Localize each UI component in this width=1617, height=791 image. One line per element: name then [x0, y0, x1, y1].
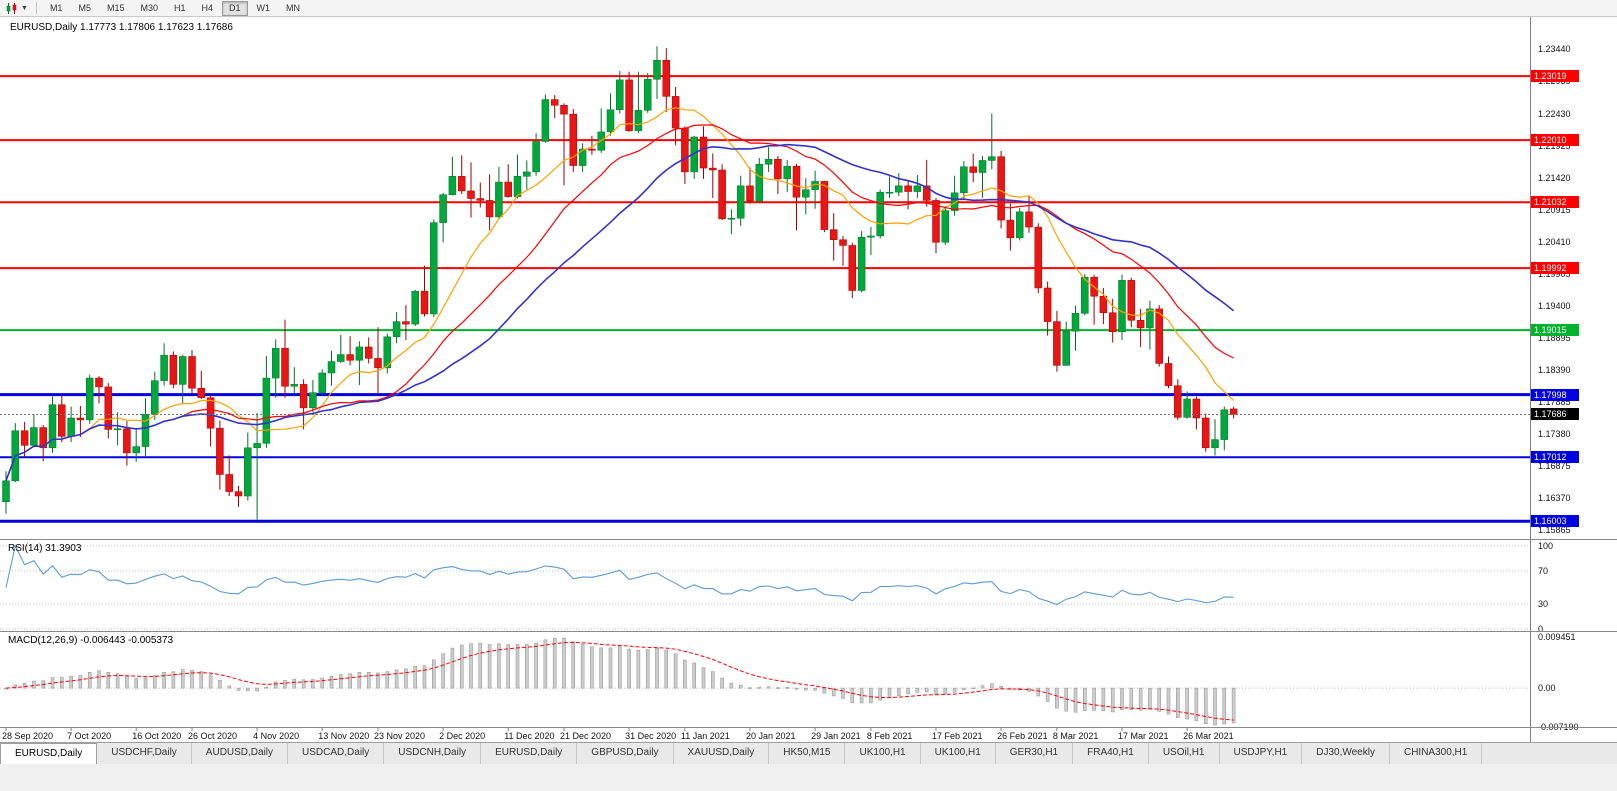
- price-tick-label: 1.15865: [1538, 524, 1571, 535]
- date-tick-label: 16 Oct 2020: [132, 731, 181, 741]
- timeframes-toolbar: ▼ M1 M5 M15 M30 H1 H4 D1 W1 MN: [0, 0, 1617, 17]
- rsi-tick-label: 30: [1538, 599, 1549, 610]
- date-tick-label: 20 Jan 2021: [746, 731, 796, 741]
- date-tick-label: 28 Sep 2020: [2, 731, 53, 741]
- ohlc-readout: EURUSD,Daily 1.17773 1.17806 1.17623 1.1…: [10, 22, 233, 33]
- date-tick-label: 11 Dec 2020: [504, 731, 554, 741]
- chart-tab-xauusd-daily[interactable]: XAUUSD,Daily: [674, 743, 770, 764]
- date-tick-label: 29 Jan 2021: [811, 731, 861, 741]
- price-tick-label: 1.18895: [1538, 332, 1571, 343]
- timeframe-buttons: M1 M5 M15 M30 H1 H4 D1 W1 MN: [42, 0, 308, 16]
- date-tick-label: 4 Nov 2020: [253, 731, 299, 741]
- level-price-badge: 1.17998: [1531, 388, 1579, 401]
- macd-signal-line: [5, 641, 1234, 721]
- price-tick-label: 1.17885: [1538, 396, 1571, 407]
- chart-type-icon[interactable]: [3, 2, 21, 15]
- chart-type-caret-icon[interactable]: ▼: [21, 4, 28, 12]
- price-tick-label: 1.20915: [1538, 204, 1571, 215]
- chart-tab-uk100-h1[interactable]: UK100,H1: [845, 743, 921, 764]
- price-tick-label: 1.22430: [1538, 108, 1571, 119]
- date-tick-label: 2 Dec 2020: [439, 731, 485, 741]
- rsi-tick-label: 0: [1538, 624, 1544, 634]
- rsi-macd-panel-divider[interactable]: [0, 631, 1617, 632]
- chart-tab-usdcad-daily[interactable]: USDCAD,Daily: [288, 743, 385, 764]
- chart-tab-ger30-h1[interactable]: GER30,H1: [996, 743, 1074, 764]
- date-tick-label: 23 Nov 2020: [374, 731, 425, 741]
- date-tick-label: 26 Feb 2021: [997, 731, 1048, 741]
- toolbar-separator: [35, 2, 37, 14]
- price-tick-label: 1.20410: [1538, 236, 1571, 247]
- ma-20-line: [5, 124, 1234, 482]
- bottom-filler: [0, 764, 1617, 791]
- level-price-badge: 1.23019: [1531, 70, 1579, 83]
- timeframe-button-mn[interactable]: MN: [286, 2, 301, 13]
- rsi-tick-label: 70: [1538, 565, 1549, 576]
- rsi-tick-label: 100: [1538, 541, 1554, 551]
- level-price-badge: 1.22010: [1531, 134, 1579, 147]
- price-tick-label: 1.19400: [1538, 300, 1571, 311]
- timeframe-button-m15[interactable]: M15: [106, 2, 125, 13]
- level-price-badge: 1.21032: [1531, 196, 1579, 209]
- chart-tab-eurusd-daily[interactable]: EURUSD,Daily: [0, 743, 98, 764]
- price-tick-label: 1.16370: [1538, 492, 1571, 503]
- rsi-line: [5, 544, 1234, 606]
- level-price-badge: 1.19015: [1531, 324, 1579, 337]
- price-tick-label: 1.21420: [1538, 172, 1571, 183]
- level-price-badge: 1.16003: [1531, 515, 1579, 528]
- main-rsi-panel-divider[interactable]: [0, 539, 1617, 540]
- level-price-badge: 1.19992: [1531, 262, 1579, 275]
- chart-tab-dj30-weekly[interactable]: DJ30,Weekly: [1302, 743, 1390, 764]
- price-tick-label: 1.18390: [1538, 364, 1571, 375]
- chart-tab-usdchf-daily[interactable]: USDCHF,Daily: [97, 743, 192, 764]
- price-tick-label: 1.17380: [1538, 428, 1571, 439]
- date-tick-label: 26 Oct 2020: [188, 731, 237, 741]
- timeframe-button-w1[interactable]: W1: [256, 2, 271, 13]
- date-tick-label: 26 Mar 2021: [1183, 731, 1234, 741]
- chart-tab-eurusd-daily[interactable]: EURUSD,Daily: [481, 743, 578, 764]
- timeframe-button-m30[interactable]: M30: [140, 2, 158, 13]
- date-tick-label: 13 Nov 2020: [318, 731, 369, 741]
- macd-indicator-label: MACD(12,26,9) -0.006443 -0.005373: [8, 635, 174, 646]
- timeframe-button-h1[interactable]: H1: [174, 2, 186, 13]
- candlestick-chart-glyph: [6, 2, 16, 14]
- chart-canvas[interactable]: 28 Sep 2020 7 Oct 2020 16 Oct 2020 26 Oct 2…: [0, 17, 1530, 742]
- price-tick-label: 1.23440: [1538, 44, 1571, 55]
- date-tick-label: 8 Feb 2021: [867, 731, 913, 741]
- chart-tab-audusd-daily[interactable]: AUDUSD,Daily: [192, 743, 289, 764]
- chart-window: 28 Sep 2020 7 Oct 2020 16 Oct 2020 26 Oct 2…: [0, 17, 1617, 742]
- chart-tabs-bar: EURUSD,Daily USDCHF,Daily AUDUSD,Daily USDC…: [0, 742, 1617, 764]
- date-tick-label: 21 Dec 2020: [560, 731, 611, 741]
- chart-tab-usdcnh-daily[interactable]: USDCNH,Daily: [384, 743, 482, 764]
- date-tick-label: 17 Mar 2021: [1118, 731, 1169, 741]
- chart-tab-gbpusd-daily[interactable]: GBPUSD,Daily: [577, 743, 674, 764]
- macd-tick-label: 0.009451: [1538, 632, 1576, 642]
- macd-axis-divider: [0, 727, 1617, 728]
- date-tick-label: 17 Feb 2021: [932, 731, 983, 741]
- price-tick-label: 1.16875: [1538, 460, 1571, 471]
- chart-tab-usdjpy-h1[interactable]: USDJPY,H1: [1220, 743, 1303, 764]
- chart-tab-china300-h1[interactable]: CHINA300,H1: [1390, 743, 1483, 764]
- date-tick-label: 8 Mar 2021: [1053, 731, 1099, 741]
- level-price-badge: 1.17012: [1531, 451, 1579, 464]
- ma-10-line: [5, 107, 1235, 482]
- horizontal-level-lines: [0, 75, 1530, 523]
- rsi-indicator-label: RSI(14) 31.3903: [8, 543, 82, 554]
- ma-30-line: [5, 143, 1235, 482]
- timeframe-button-h4[interactable]: H4: [201, 2, 214, 13]
- price-scale[interactable]: 1.234401.229351.224301.219251.214201.209…: [1530, 17, 1617, 742]
- chart-tab-uk100-h1[interactable]: UK100,H1: [921, 743, 996, 764]
- timeframe-button-m5[interactable]: M5: [78, 2, 91, 13]
- timeframe-button-d1[interactable]: D1: [222, 0, 248, 16]
- timeframe-button-m1[interactable]: M1: [49, 2, 63, 13]
- chart-tab-fra40-h1[interactable]: FRA40,H1: [1073, 743, 1149, 764]
- bid-price-badge: 1.17686: [1531, 408, 1579, 421]
- date-tick-label: 31 Dec 2020: [625, 731, 676, 741]
- chart-tab-usoil-h1[interactable]: USOil,H1: [1149, 743, 1220, 764]
- date-tick-label: 11 Jan 2021: [681, 731, 730, 741]
- macd-histogram: [4, 637, 1236, 726]
- date-tick-label: 7 Oct 2020: [67, 731, 111, 741]
- macd-tick-label: 0.00: [1538, 683, 1556, 694]
- chart-tab-hk50-m15[interactable]: HK50,M15: [769, 743, 846, 764]
